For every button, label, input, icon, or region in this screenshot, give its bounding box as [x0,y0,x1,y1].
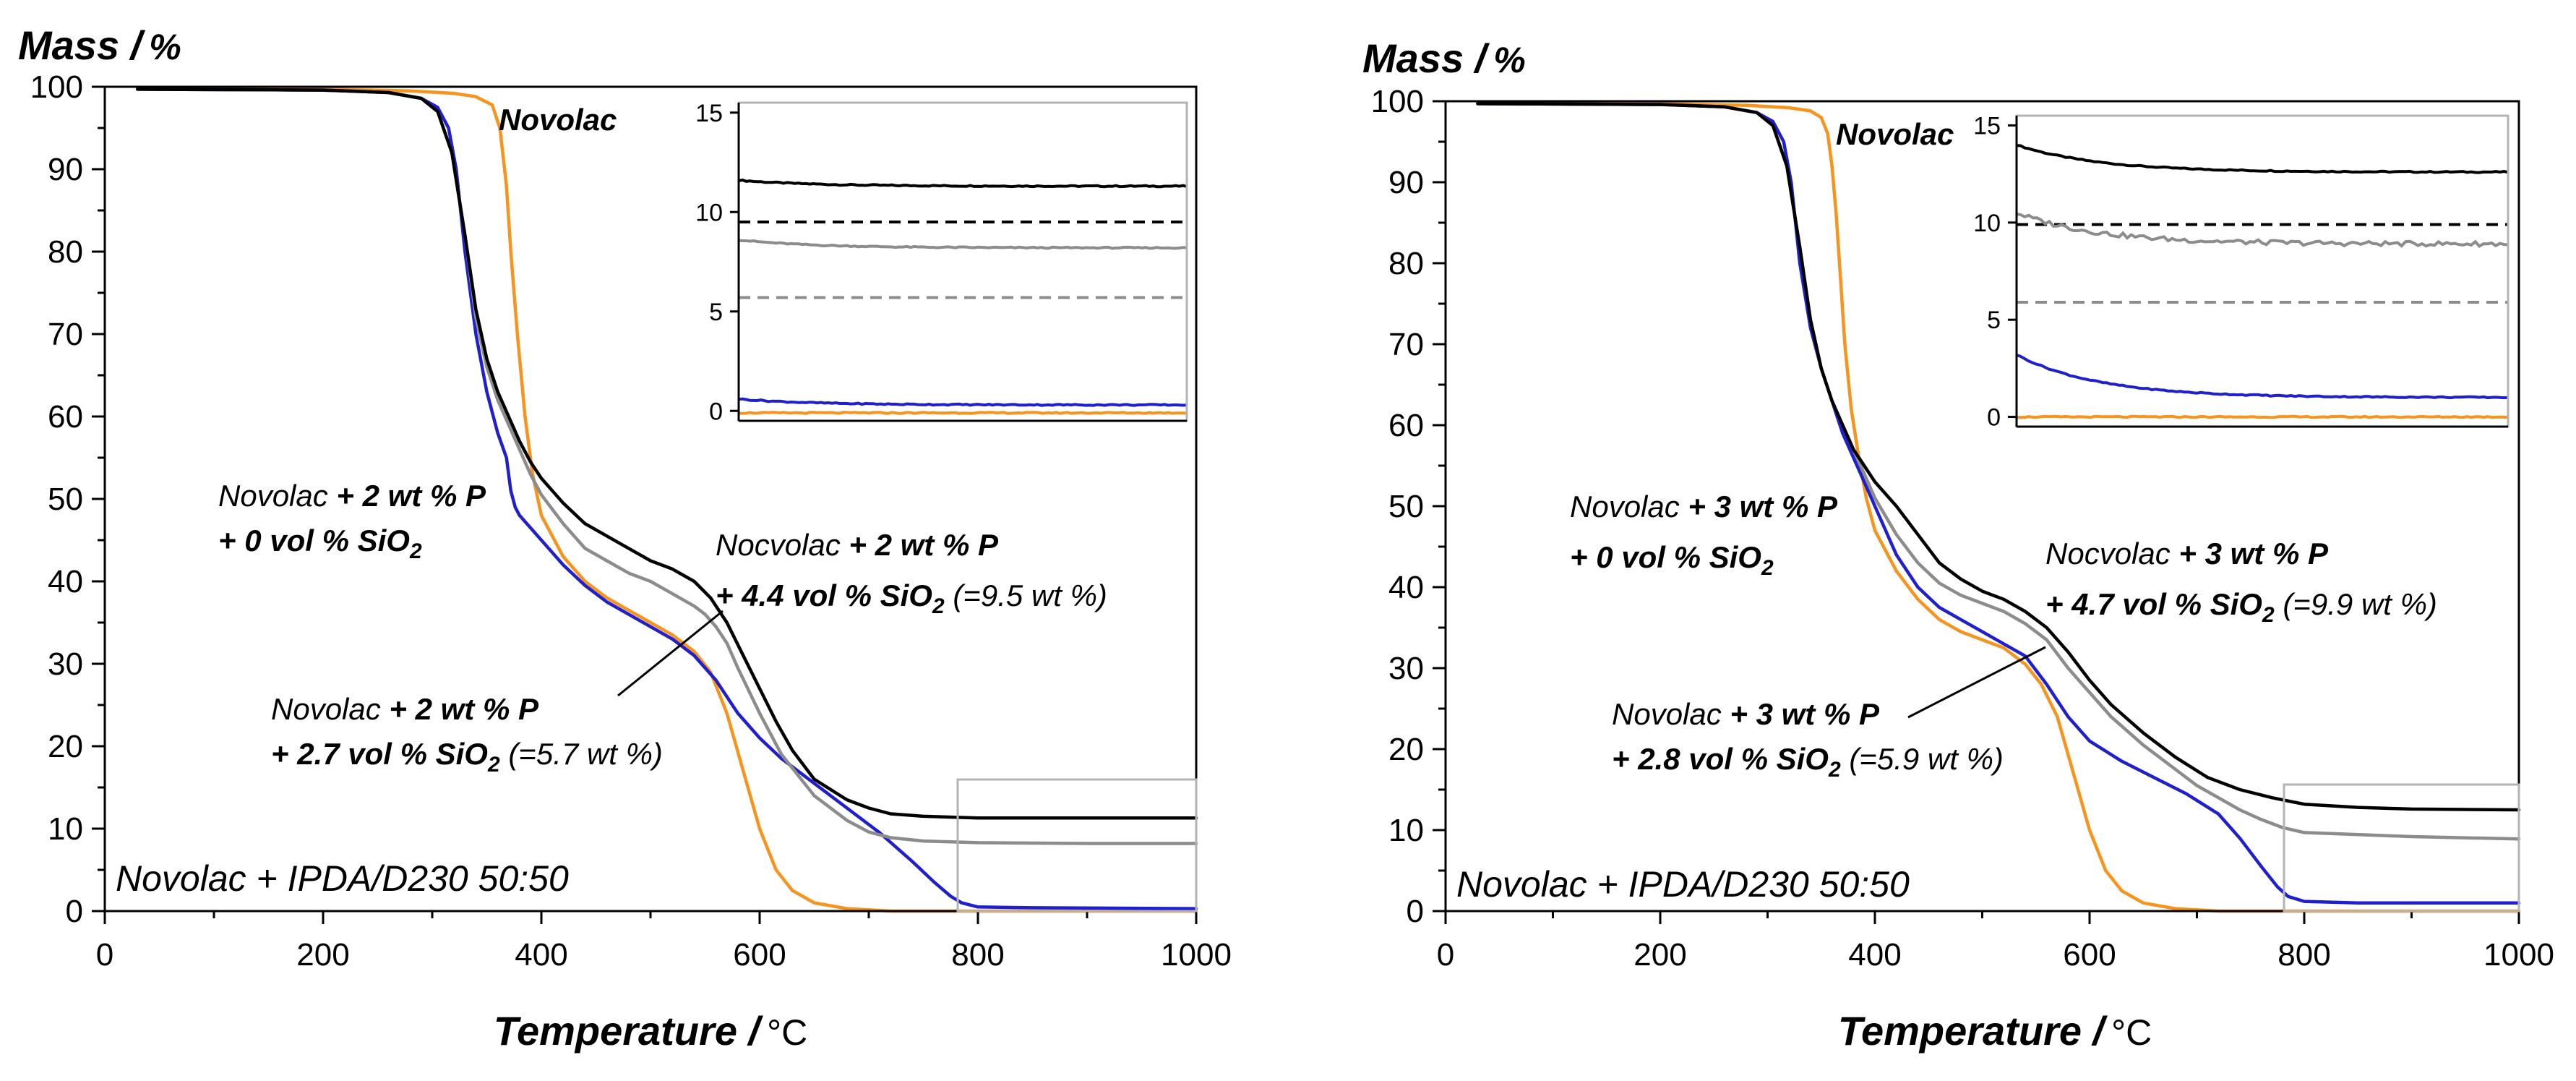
left-label-novolac: Novolac [499,103,617,137]
left-label-sio2-low-line2: + 2.7 vol % SiO2 (=5.7 wt %) [271,737,663,777]
right-y-tick-label: 50 [1388,489,1424,524]
right-y-tick-label: 10 [1388,813,1424,848]
left-inset-y-tick-label: 0 [709,398,723,425]
right-inset-series-novolac [2016,414,2509,419]
left-inset: 0 5 10 15 [695,100,1188,425]
right-x-tick-label: 1000 [2483,937,2554,973]
left-x-axis-title: Temperature / °C [494,1008,807,1054]
right-series-sio2-high [1476,102,2521,812]
right-chart-panel: Mass /% 0 200 400 600 800 1000010203040506070… [1362,35,2554,1054]
left-x-tick-label: 1000 [1161,937,1232,973]
left-inset-series-sio2-low [738,239,1188,250]
right-y-tick-label: 0 [1407,894,1424,929]
left-label-p-only-line1: Novolac + 2 wt % P [218,479,486,513]
right-leader-line [1907,646,2046,719]
right-x-axis-title: Temperature / °C [1838,1008,2152,1054]
left-inset-series-novolac [738,411,1188,415]
left-y-axis-title: Mass /% [18,22,181,68]
left-y-tick-label: 10 [48,811,83,847]
right-label-sio2-high-line1: Nocvolac + 3 wt % P [2045,537,2329,571]
right-x-tick-label: 800 [2277,937,2330,973]
right-y-tick-label: 100 [1371,84,1424,119]
right-zoom-region-box [2283,783,2520,913]
right-x-tick-label: 400 [1848,937,1901,973]
right-inset-y-tick-label: 0 [1987,404,2001,432]
right-label-novolac: Novolac [1836,117,1954,151]
right-inset-y-tick-label: 5 [1987,307,2001,334]
right-series-novolac [1476,101,2521,913]
left-label-sio2-low-line1: Novolac + 2 wt % P [271,692,539,726]
left-y-tick-label: 90 [48,152,83,187]
left-y-tick-label: 100 [30,69,83,105]
right-y-tick-label: 90 [1388,165,1424,200]
left-y-tick-label: 50 [48,482,83,517]
left-x-tick-label: 800 [951,937,1004,973]
left-series-sio2-high [136,87,1198,820]
right-sample-note: Novolac + IPDA/D230 50:50 [1456,864,1910,905]
left-inset-y-tick-label: 5 [709,299,723,326]
right-y-tick-label: 30 [1388,651,1424,686]
right-y-tick-label: 40 [1388,570,1424,605]
left-label-p-only-line2: + 0 vol % SiO2 [218,524,422,563]
right-inset-series-sio2-high [2016,144,2509,174]
right-inset-series-p-only [2016,354,2509,400]
left-zoom-region-box [956,778,1198,913]
right-label-p-only-line2: + 0 vol % SiO2 [1570,540,1774,580]
left-inset-y-tick-label: 15 [695,100,723,127]
right-y-tick-label: 80 [1388,246,1424,281]
right-x-tick-label: 0 [1437,937,1454,973]
right-y-axis-title: Mass /% [1362,35,1526,81]
left-leader-line [617,610,724,697]
left-chart-panel: Mass /% 0 200 400 600 800 1000010203040506070… [18,22,1232,1054]
right-y-tick-label: 20 [1388,732,1424,767]
left-y-tick-label: 80 [48,234,83,270]
right-x-tick-label: 200 [1633,937,1686,973]
left-label-sio2-high-line2: + 4.4 vol % SiO2 (=9.5 wt %) [716,578,1107,618]
left-y-tick-label: 40 [48,564,83,599]
left-sample-note: Novolac + IPDA/D230 50:50 [116,858,569,899]
right-label-sio2-high-line2: + 4.7 vol % SiO2 (=9.9 wt %) [2045,587,2437,627]
left-y-tick-label: 0 [66,894,83,929]
left-inset-series-sio2-high [738,178,1188,189]
right-y-tick-label: 70 [1388,327,1424,362]
left-y-tick-label: 30 [48,646,83,682]
left-x-tick-label: 0 [96,937,113,973]
left-series-novolac [136,87,1198,913]
right-label-sio2-low-line2: + 2.8 vol % SiO2 (=5.9 wt %) [1612,742,2004,782]
left-y-tick-label: 60 [48,399,83,435]
right-inset-y-tick-label: 10 [1973,210,2001,237]
right-y-tick-label: 60 [1388,408,1424,443]
right-inset-series-sio2-low [2016,212,2509,249]
left-label-sio2-high-line1: Nocvolac + 2 wt % P [716,528,999,562]
right-label-p-only-line1: Novolac + 3 wt % P [1570,490,1838,524]
right-label-sio2-low-line1: Novolac + 3 wt % P [1612,697,1880,731]
left-x-tick-label: 200 [296,937,349,973]
right-inset: 0 5 10 15 [1973,112,2510,432]
left-x-tick-label: 600 [733,937,786,973]
left-inset-y-tick-label: 10 [695,199,723,226]
right-x-tick-label: 600 [2063,937,2116,973]
left-inset-series-p-only [738,397,1188,407]
left-y-tick-label: 20 [48,729,83,764]
right-inset-y-tick-label: 15 [1973,112,2001,140]
left-y-tick-label: 70 [48,317,83,352]
left-x-tick-label: 400 [515,937,567,973]
